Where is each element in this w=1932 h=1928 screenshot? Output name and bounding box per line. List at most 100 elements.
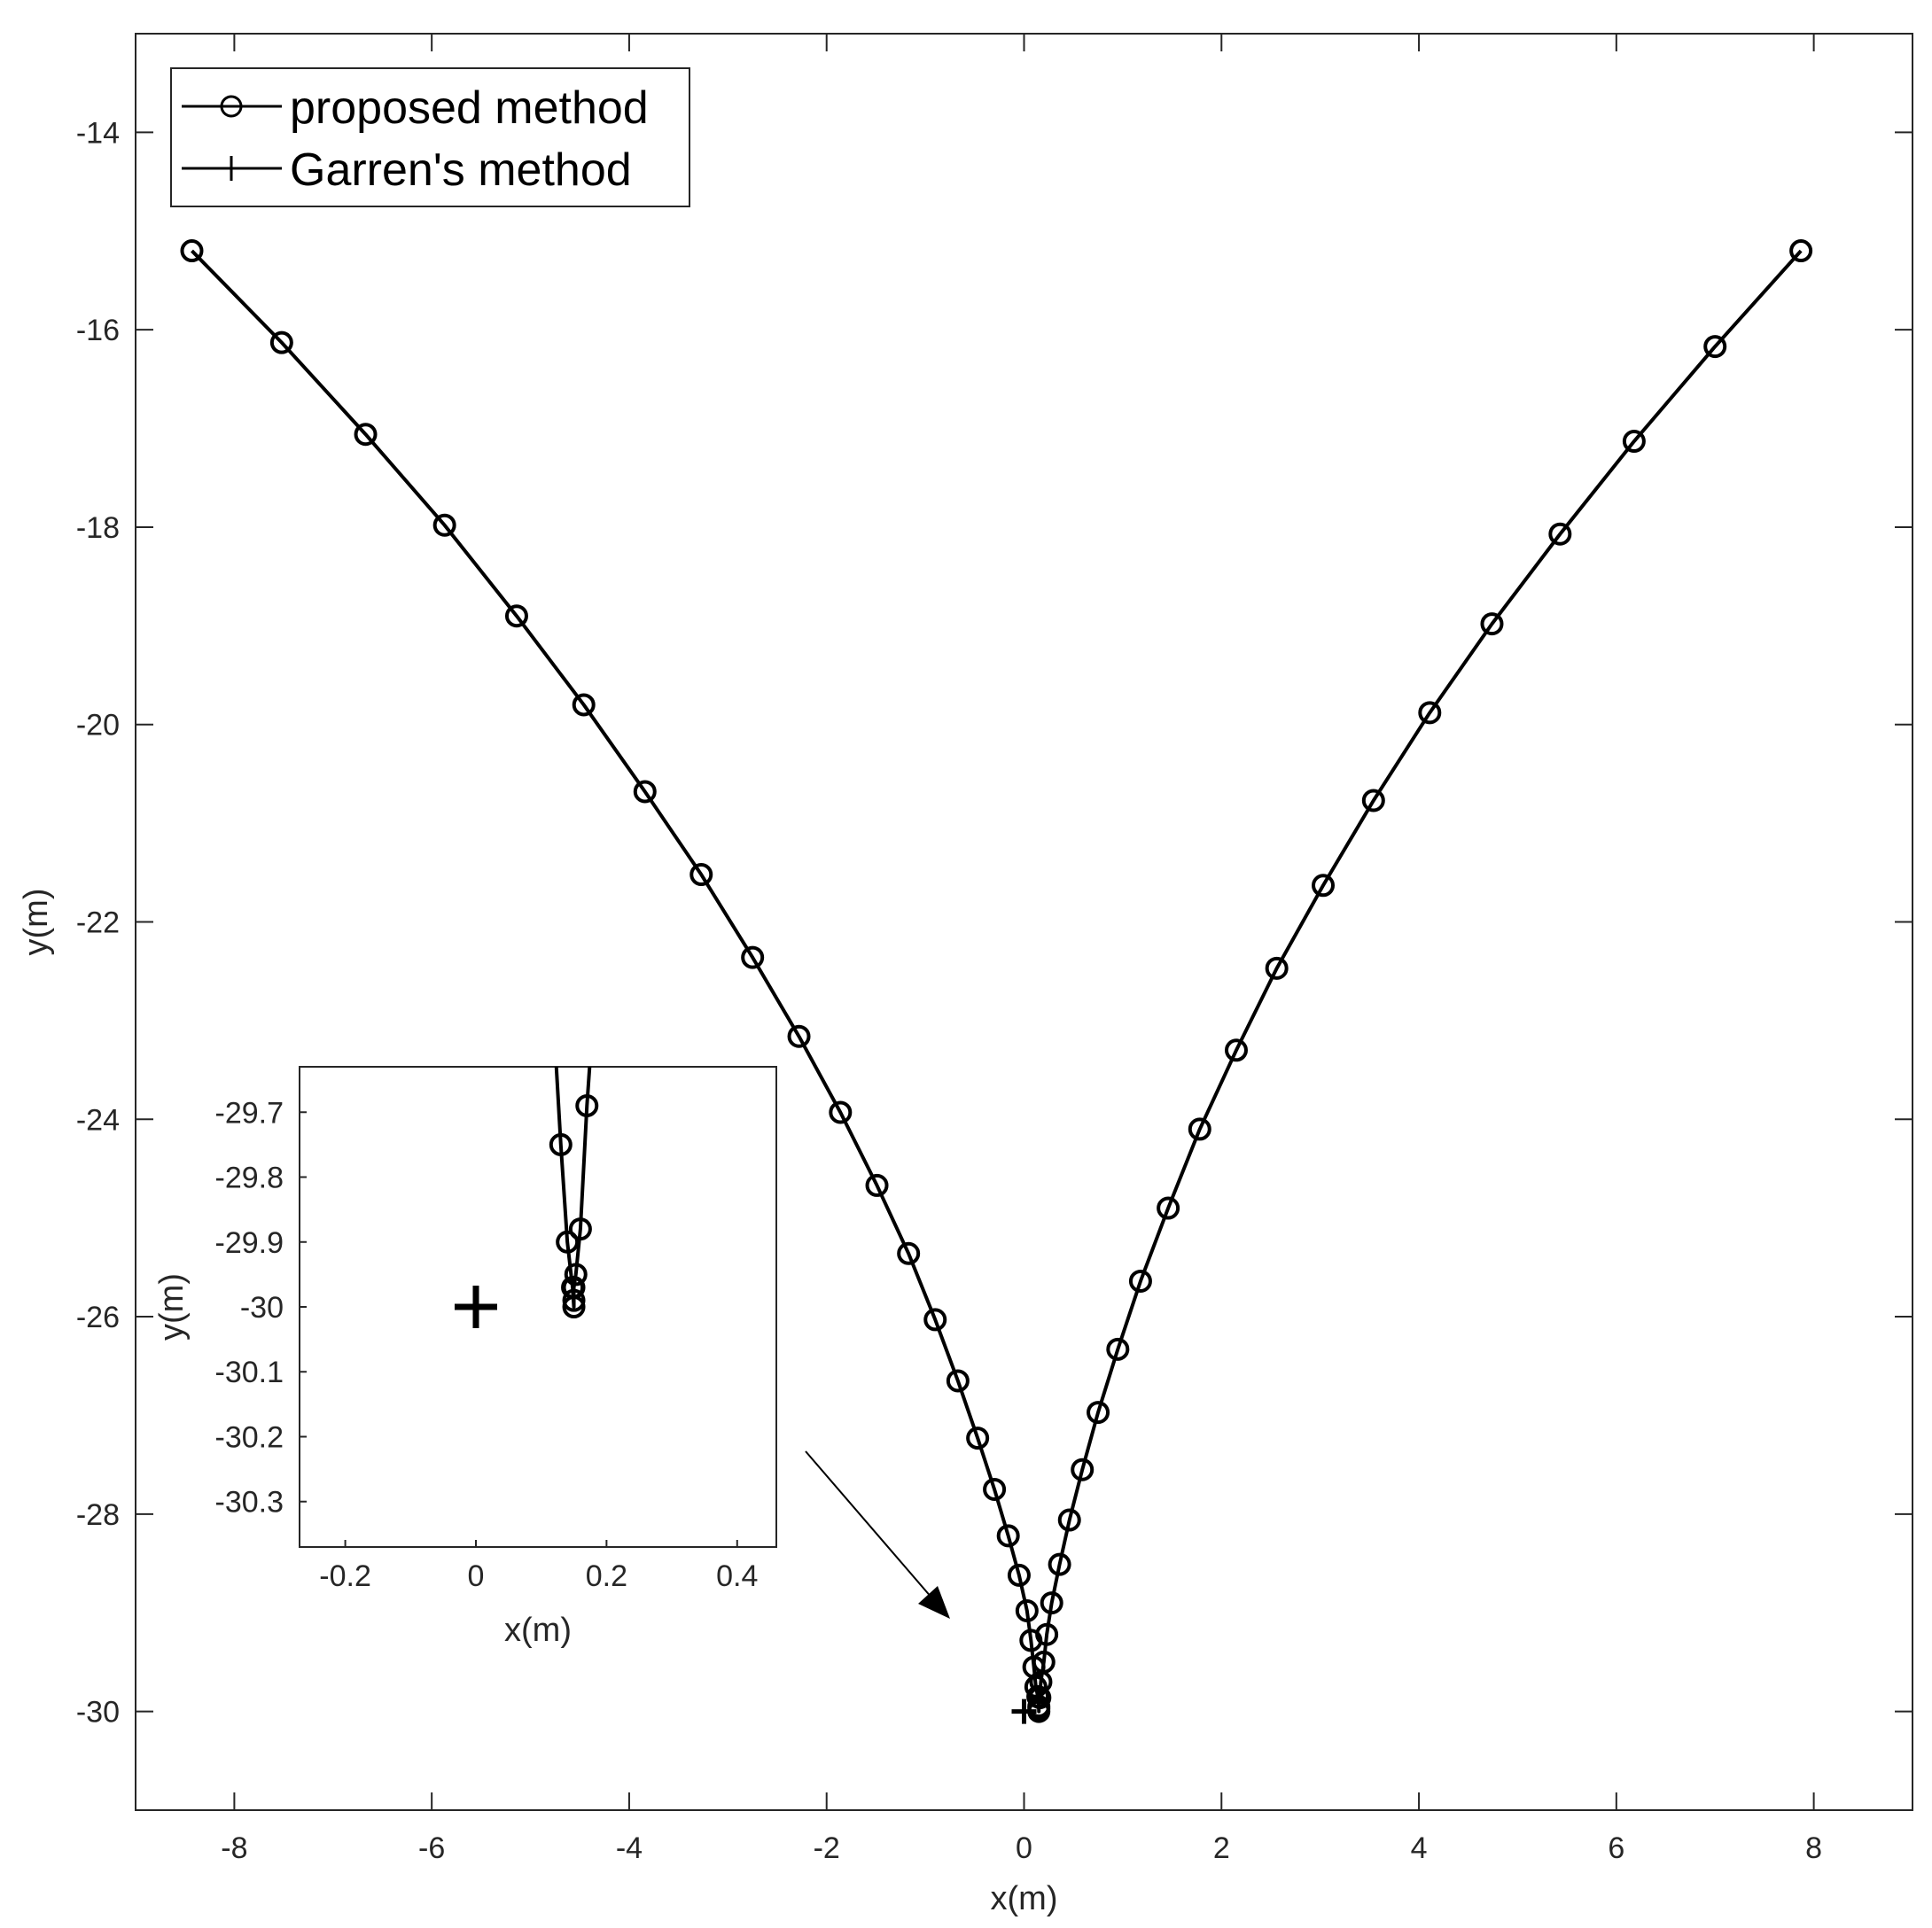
data-point-circle bbox=[562, 1288, 586, 1312]
data-point-circle bbox=[549, 1132, 573, 1156]
x-tick-label: 0 bbox=[468, 1559, 485, 1593]
data-point-circle bbox=[1312, 874, 1336, 898]
data-point-circle bbox=[1548, 522, 1572, 546]
x-tick-label: -8 bbox=[221, 1831, 247, 1865]
data-point-circle bbox=[1106, 1337, 1130, 1361]
y-tick-label: -29.9 bbox=[215, 1226, 284, 1260]
series-garrens-method bbox=[1011, 1699, 1037, 1724]
x-tick-label: 2 bbox=[1213, 1831, 1230, 1865]
inset-x-axis-label: x(m) bbox=[504, 1612, 572, 1649]
x-tick-label: -6 bbox=[418, 1831, 445, 1865]
zoom-arrow bbox=[805, 1450, 950, 1619]
x-tick-label: 0.2 bbox=[586, 1559, 627, 1593]
data-point-circle bbox=[572, 693, 596, 717]
data-point-circle bbox=[1027, 1695, 1051, 1719]
y-tick-label: -29.7 bbox=[215, 1096, 284, 1130]
inset-plot: -0.2 0 0.2 0.4 -29.7 -29.8 -29.9 -30 -30.1 -30.2 -… bbox=[153, 1066, 777, 1649]
data-point-circle bbox=[1224, 1038, 1248, 1062]
inset-series bbox=[454, 1067, 599, 1328]
data-point-circle bbox=[1789, 239, 1813, 263]
series-proposed-method bbox=[180, 239, 1813, 1723]
x-tick-label: 0.4 bbox=[716, 1559, 758, 1593]
data-point-circle bbox=[1032, 1650, 1056, 1674]
y-tick-label: -20 bbox=[76, 709, 120, 742]
data-point-circle bbox=[562, 1276, 586, 1300]
inset-ticks: -0.2 0 0.2 0.4 -29.7 -29.8 -29.9 -30 -30.1 -30.2 -… bbox=[215, 1096, 759, 1593]
data-point-circle bbox=[568, 1217, 592, 1241]
data-point-circle bbox=[1418, 701, 1442, 725]
data-point-circle bbox=[269, 330, 293, 354]
y-tick-label: -30.2 bbox=[215, 1420, 284, 1454]
inset-plot-frame bbox=[299, 1066, 777, 1548]
data-point-circle bbox=[787, 1024, 811, 1048]
series-line bbox=[554, 1067, 592, 1309]
legend-entry-garren: Garren's method bbox=[182, 144, 632, 196]
legend: proposed method Garren's method bbox=[170, 67, 690, 207]
data-point-circle bbox=[966, 1427, 990, 1450]
data-point-circle bbox=[180, 239, 204, 263]
series-clip-group bbox=[454, 1067, 599, 1328]
legend-label: proposed method bbox=[290, 82, 649, 134]
data-point-circle bbox=[689, 863, 713, 887]
x-tick-label: 6 bbox=[1608, 1831, 1624, 1865]
data-point-circle bbox=[1361, 789, 1385, 812]
zoom-arrow-head bbox=[918, 1586, 950, 1619]
data-point-circle bbox=[1015, 1598, 1039, 1622]
data-point-circle bbox=[1048, 1552, 1071, 1576]
data-point-circle bbox=[1480, 612, 1504, 636]
y-axis-label: y(m) bbox=[18, 889, 55, 956]
x-tick-label: 8 bbox=[1805, 1831, 1822, 1865]
data-point-circle bbox=[741, 945, 765, 969]
legend-entry-proposed: proposed method bbox=[182, 82, 649, 134]
data-point-circle bbox=[1040, 1591, 1063, 1615]
data-point-circle bbox=[1622, 430, 1646, 454]
data-point-circle bbox=[1188, 1117, 1211, 1141]
y-tick-label: -30.3 bbox=[215, 1486, 284, 1520]
y-tick-label: -14 bbox=[76, 116, 120, 150]
legend-circle-marker bbox=[220, 95, 243, 118]
data-point-circle bbox=[504, 604, 528, 628]
data-point-circle bbox=[556, 1230, 580, 1254]
data-point-circle bbox=[575, 1093, 599, 1117]
y-tick-label: -30.1 bbox=[215, 1356, 284, 1389]
data-point-circle bbox=[1028, 1686, 1052, 1710]
data-point-circle bbox=[983, 1477, 1007, 1501]
data-point-circle bbox=[1128, 1269, 1152, 1293]
data-point-circle bbox=[1035, 1622, 1059, 1646]
zoom-arrow-shaft bbox=[805, 1450, 944, 1612]
y-tick-label: -26 bbox=[76, 1301, 120, 1334]
data-point-circle bbox=[1071, 1458, 1095, 1481]
data-point-circle bbox=[1265, 956, 1289, 980]
series-line bbox=[191, 249, 1803, 1714]
data-point-circle bbox=[633, 780, 657, 804]
data-point-circle bbox=[1057, 1508, 1081, 1532]
inset-y-axis-label: y(m) bbox=[153, 1273, 191, 1341]
data-point-circle bbox=[432, 513, 456, 537]
y-tick-label: -30 bbox=[76, 1696, 120, 1730]
y-tick-label: -22 bbox=[76, 906, 120, 940]
main-ticks: -8 -6 -4 -2 0 2 4 6 8-14-16-18-20-22-24-26-28-30 bbox=[76, 34, 1913, 1865]
data-point-circle bbox=[923, 1308, 947, 1332]
y-tick-label: -24 bbox=[76, 1103, 120, 1137]
data-point-circle bbox=[354, 423, 378, 447]
x-axis-label: x(m) bbox=[991, 1880, 1058, 1917]
series-clip-group bbox=[180, 239, 1813, 1724]
y-tick-label: -29.8 bbox=[215, 1162, 284, 1195]
x-tick-label: 4 bbox=[1411, 1831, 1428, 1865]
y-tick-label: -28 bbox=[76, 1498, 120, 1532]
y-tick-label: -30 bbox=[240, 1291, 284, 1325]
legend-box bbox=[170, 67, 690, 207]
y-tick-label: -16 bbox=[76, 314, 120, 347]
data-point-circle bbox=[1157, 1196, 1180, 1220]
series-proposed-method bbox=[549, 1067, 599, 1318]
data-point-circle bbox=[564, 1263, 588, 1287]
y-tick-label: -18 bbox=[76, 511, 120, 545]
data-point-circle bbox=[897, 1241, 921, 1265]
data-point-circle bbox=[1087, 1401, 1110, 1425]
legend-label: Garren's method bbox=[290, 144, 632, 196]
data-point-circle bbox=[1703, 335, 1727, 359]
data-point-circle bbox=[829, 1100, 853, 1124]
data-point-circle bbox=[1007, 1563, 1031, 1587]
main-series bbox=[180, 239, 1813, 1724]
